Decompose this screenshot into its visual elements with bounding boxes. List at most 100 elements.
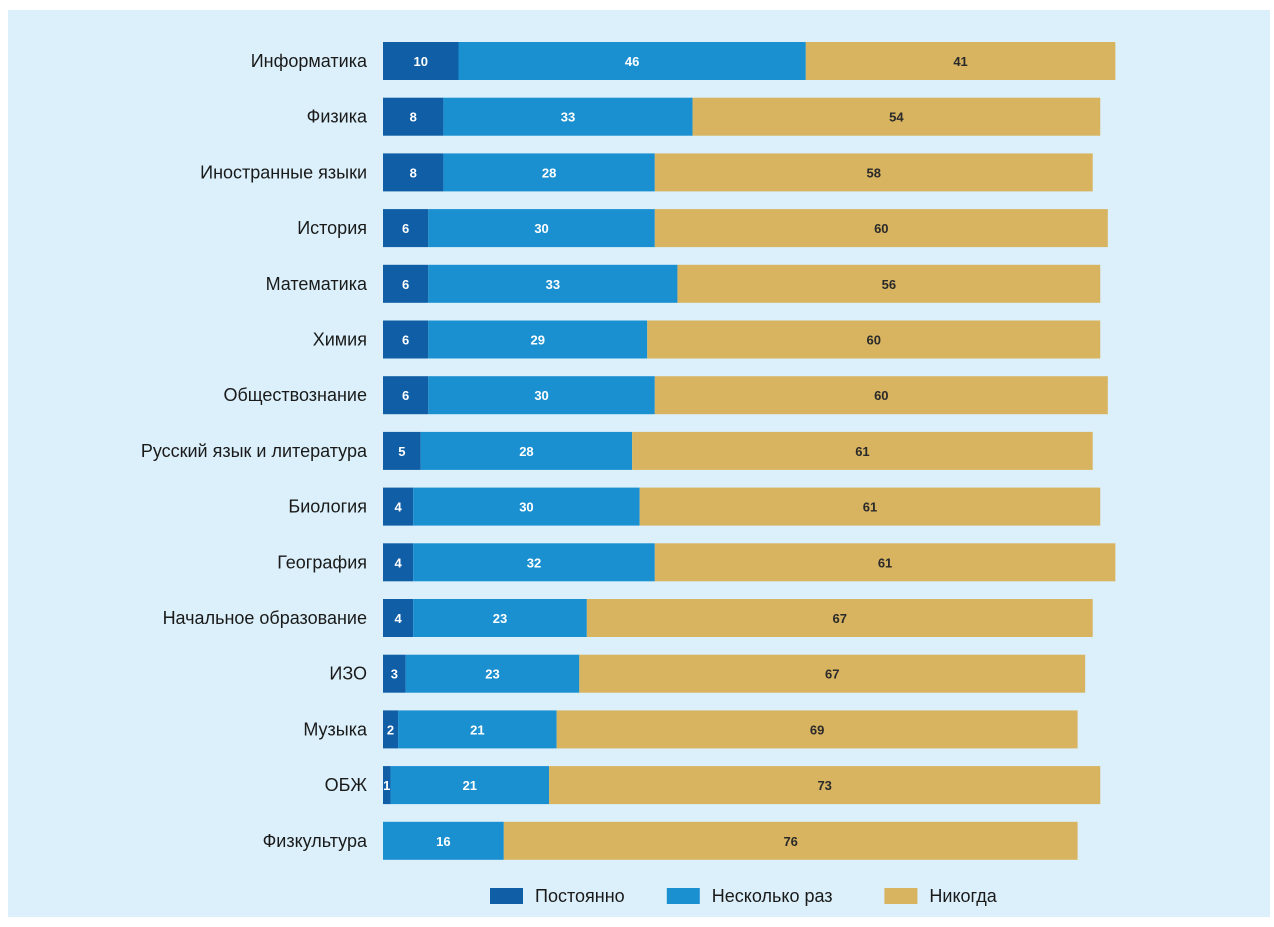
- data-label: 28: [542, 165, 556, 180]
- bar-segment-1: [383, 320, 429, 359]
- data-label: 23: [485, 667, 499, 682]
- bar-segment-3: [654, 376, 1108, 415]
- bar-row-русский-язык-и-литература: Русский язык и литература 5 28 61: [141, 431, 1093, 470]
- category-label: Русский язык и литература: [141, 441, 368, 461]
- bar-segment-3: [556, 710, 1078, 749]
- bar-segment-2: [428, 209, 655, 248]
- category-label: Биология: [288, 497, 367, 517]
- bar-segment-1: [383, 766, 391, 805]
- chart-panel: Информатика 10 46 41 Физика 8 33 54 Иностранные …: [8, 10, 1270, 917]
- bar-segment-3: [654, 153, 1093, 192]
- data-label: 21: [470, 722, 484, 737]
- bar-row-обж: ОБЖ 1 21 73: [325, 766, 1101, 805]
- bar-row-информатика: Информатика 10 46 41: [251, 42, 1116, 80]
- data-label: 10: [414, 54, 428, 69]
- data-label: 30: [519, 500, 533, 515]
- bar-segment-1: [383, 599, 414, 637]
- data-label: 73: [817, 778, 831, 793]
- bar-segment-2: [413, 599, 587, 637]
- data-label: 67: [833, 611, 847, 626]
- bar-row-физика: Физика 8 33 54: [307, 97, 1101, 136]
- legend: Постоянно Несколько раз Никогда: [490, 886, 998, 906]
- legend-label: Никогда: [929, 886, 997, 906]
- bar-segment-2: [428, 376, 655, 415]
- data-label: 2: [387, 722, 394, 737]
- data-label: 28: [519, 444, 533, 459]
- data-label: 29: [531, 333, 545, 348]
- data-label: 33: [546, 277, 560, 292]
- category-label: Музыка: [303, 719, 368, 739]
- bar-segment-1: [383, 153, 444, 192]
- data-label: 30: [534, 388, 548, 403]
- bar-segment-2: [405, 654, 580, 693]
- bar-row-музыка: Музыка 2 21 69: [303, 710, 1078, 749]
- legend-label: Постоянно: [535, 886, 625, 906]
- category-label: Информатика: [251, 51, 368, 71]
- bar-segment-2: [398, 710, 557, 749]
- bar-segment-3: [654, 209, 1108, 248]
- bar-segment-3: [677, 264, 1101, 303]
- bar-segment-3: [647, 320, 1101, 359]
- category-label: Физика: [307, 107, 368, 127]
- data-label: 4: [394, 555, 402, 570]
- bar-segment-1: [383, 97, 444, 136]
- data-label: 56: [882, 277, 896, 292]
- data-label: 8: [410, 165, 417, 180]
- bar-row-география: География 4 32 61: [277, 543, 1116, 582]
- bar-row-начальное-образование: Начальное образование 4 23 67: [163, 599, 1093, 637]
- bar-row-математика: Математика 6 33 56: [266, 264, 1101, 303]
- data-label: 33: [561, 110, 575, 125]
- category-label: История: [297, 218, 367, 238]
- data-label: 60: [867, 333, 881, 348]
- bar-segment-1: [383, 376, 429, 415]
- bar-segment-2: [458, 42, 806, 80]
- data-label: 61: [863, 500, 877, 515]
- data-label: 6: [402, 333, 409, 348]
- bar-segment-1: [383, 209, 429, 248]
- data-label: 6: [402, 221, 409, 236]
- data-label: 23: [493, 611, 507, 626]
- data-label: 61: [855, 444, 869, 459]
- data-label: 60: [874, 388, 888, 403]
- bar-row-химия: Химия 6 29 60: [313, 320, 1101, 359]
- bar-segment-2: [413, 543, 655, 582]
- legend-swatch: [666, 888, 700, 904]
- bar-segment-3: [586, 599, 1093, 637]
- bar-segment-1: [383, 42, 459, 80]
- data-label: 6: [402, 277, 409, 292]
- legend-item-3: Никогда: [884, 886, 998, 906]
- data-label: 5: [398, 444, 405, 459]
- bar-segment-2: [428, 264, 678, 303]
- category-label: ИЗО: [329, 664, 367, 684]
- data-label: 1: [383, 778, 390, 793]
- bar-segment-1: [383, 654, 406, 693]
- bar-row-иностранные-языки: Иностранные языки 8 28 58: [200, 153, 1093, 192]
- legend-item-2: Несколько раз: [666, 886, 833, 906]
- bar-segment-2: [413, 487, 640, 526]
- legend-swatch: [490, 888, 523, 904]
- bar-segment-3: [579, 654, 1086, 693]
- category-label: ОБЖ: [325, 775, 368, 795]
- bar-segment-3: [639, 487, 1101, 526]
- data-label: 3: [391, 667, 398, 682]
- bar-segment-3: [692, 97, 1101, 136]
- bar-segment-1: [383, 710, 399, 749]
- bar-segment-3: [632, 431, 1093, 470]
- bar-segment-2: [443, 153, 655, 192]
- data-label: 76: [783, 834, 797, 849]
- bar-segment-1: [383, 264, 429, 303]
- bar-segment-3: [654, 543, 1116, 582]
- bar-segment-1: [383, 487, 414, 526]
- data-label: 21: [463, 778, 477, 793]
- data-label: 67: [825, 667, 839, 682]
- bar-segment-3: [503, 821, 1078, 860]
- data-label: 60: [874, 221, 888, 236]
- category-label: Начальное образование: [163, 608, 367, 628]
- category-label: Обществознание: [223, 385, 367, 405]
- data-label: 16: [436, 834, 450, 849]
- data-label: 58: [867, 165, 881, 180]
- category-label: Физкультура: [263, 831, 368, 851]
- bar-row-биология: Биология 4 30 61: [288, 487, 1101, 526]
- bar-segment-1: [383, 543, 414, 582]
